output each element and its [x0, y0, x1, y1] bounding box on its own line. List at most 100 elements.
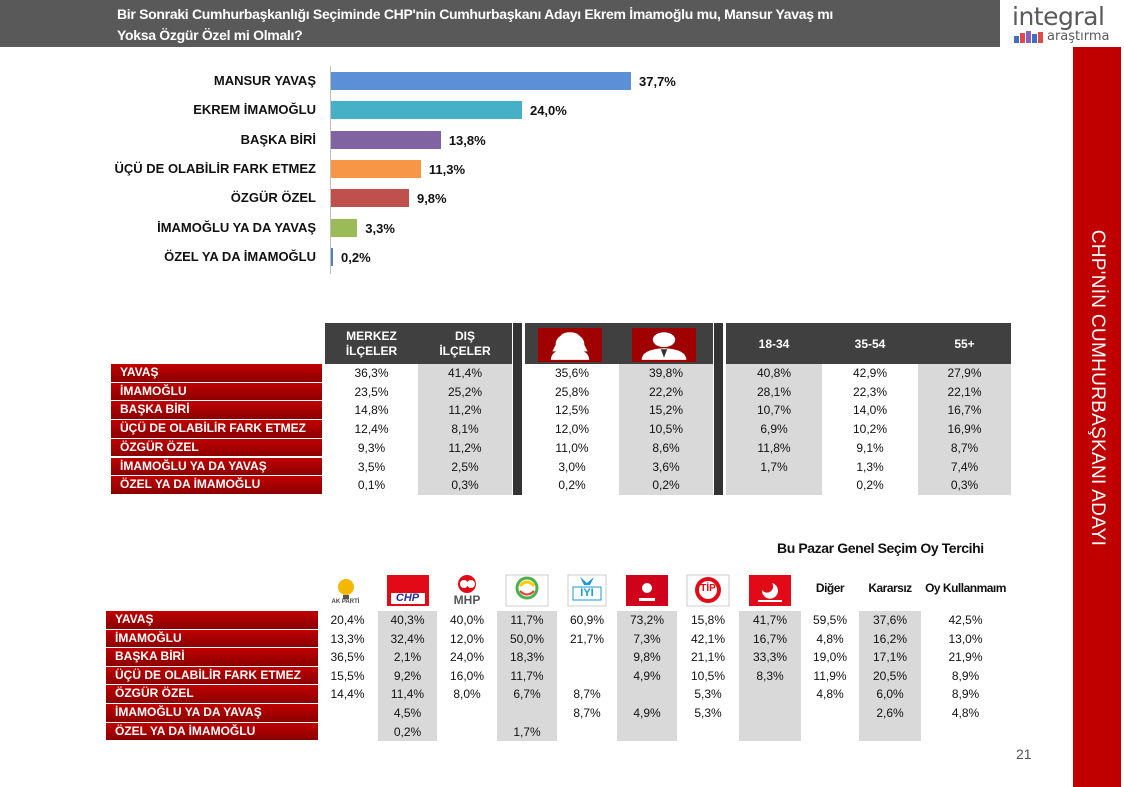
table1-cell: 10,7% [756, 403, 792, 418]
table2-cell [617, 685, 677, 703]
table2-header-label: Oy Kullanmaım [925, 581, 1006, 595]
table2-cell: 0,2% [393, 724, 422, 739]
table1-cell: 0,1% [357, 478, 386, 493]
table2-cell: 2,1% [393, 650, 422, 665]
table2-header-label: Kararsız [868, 581, 912, 595]
table2-cell: 20,5% [872, 668, 908, 683]
table2-cell: 4,8% [816, 631, 844, 646]
table2-cell: 4,9% [633, 706, 661, 720]
table2-cell: 18,3% [509, 650, 545, 665]
table2-cell: 16,7% [752, 631, 788, 646]
table2-cell: 11,4% [390, 687, 425, 702]
table1-header-cell [726, 323, 822, 364]
table1-header-text: MERKEZ [346, 329, 397, 343]
logo-subtitle: araştırma [1047, 29, 1110, 44]
table2-cell: 50,0% [509, 631, 545, 646]
table1-cell: 0,2% [856, 478, 884, 493]
male-icon [632, 328, 696, 362]
party-table-heading: Bu Pazar Genel Seçim Oy Tercihi [777, 540, 984, 556]
table1-cell: 11,0% [555, 440, 589, 455]
table2-cell [557, 648, 617, 666]
table1-header-text: İLÇELER [439, 344, 491, 358]
table2-cell: 6,7% [513, 687, 541, 702]
table2-cell: 11,7% [510, 613, 544, 627]
table2-cell [320, 723, 375, 741]
table2-cell: 21,7% [569, 631, 605, 646]
table1-cell: 15,2% [648, 403, 684, 418]
table2-cell: 9,2% [393, 668, 422, 683]
bar-label: ÖZGÜR ÖZEL [230, 190, 316, 206]
table2-cell: 9,8% [633, 650, 661, 665]
table2-column-bg [557, 611, 617, 742]
table2-cell: 41,7% [752, 613, 788, 627]
table1-divider [714, 323, 723, 495]
iyi-logo-icon: İYİ [567, 574, 607, 607]
table1-row-label: BAŞKA BİRİ [111, 401, 322, 420]
table1-header-text: 35-54 [854, 337, 886, 351]
table2-cell: 60,9% [569, 613, 605, 627]
table2-cell: 73,2% [629, 613, 665, 627]
table1-cell: 36,3% [354, 366, 389, 380]
table2-cell: 36,5% [330, 650, 365, 665]
table1-cell: 27,9% [947, 366, 982, 380]
table1-cell: 23,5% [354, 384, 389, 399]
table2-cell [437, 723, 497, 741]
table2-cell [557, 667, 617, 685]
bar-chart-axis [330, 66, 331, 274]
table1-cell: 12,0% [554, 422, 590, 437]
title-bar [0, 0, 1000, 47]
table1-cell: 22,1% [947, 384, 982, 399]
table1-header-cell [325, 323, 418, 364]
table2-row-label: ÖZGÜR ÖZEL [106, 685, 318, 703]
bar [331, 218, 358, 237]
table2-cell [437, 704, 497, 722]
table1-divider [513, 323, 522, 495]
akp-logo-text: AK PARTİ [331, 599, 360, 605]
bar [331, 101, 522, 120]
table2-cell: 15,8% [690, 613, 726, 627]
bar-value-label: 24,0% [529, 103, 567, 119]
table1-header-label: DIŞ İLÇELER [418, 329, 512, 359]
table1-cell: 11,8% [757, 440, 791, 455]
table1-cell: 8,1% [451, 422, 479, 437]
table1-header-text: DIŞ [454, 329, 475, 343]
bar-value-label: 3,3% [365, 220, 395, 236]
table1-cell: 1,3% [856, 459, 884, 474]
table2-cell: 10,5% [690, 668, 726, 683]
table1-row-label: ÖZGÜR ÖZEL [111, 438, 322, 457]
table2-row-label: İMAMOĞLU YA DA YAVAŞ [106, 704, 318, 722]
table2-cell: 4,9% [633, 668, 661, 683]
side-title: CHP'NİN CUMHURBAŞKANI ADAYI [1087, 229, 1108, 547]
table1-cell: 7,4% [950, 459, 979, 474]
bar-value-label: 11,3% [428, 161, 466, 177]
table2-cell: 7,3% [633, 631, 661, 646]
table2-cell: 8,7% [573, 706, 601, 720]
table1-header-label: MERKEZ İLÇELER [325, 329, 418, 359]
table1-cell: 16,7% [947, 403, 982, 418]
table2-row-label: YAVAŞ [106, 611, 318, 629]
table2-row-label: İMAMOĞLU [106, 629, 318, 648]
table2-cell [801, 723, 859, 741]
table2-cell: 8,9% [951, 668, 980, 683]
mhp-logo-text: MHP [453, 593, 481, 607]
table1-cell: 28,1% [756, 384, 792, 399]
table1-cell: 14,8% [354, 403, 389, 418]
integral-logo: integral araştırma [1010, 2, 1120, 46]
table2-cell: 13,0% [948, 631, 983, 646]
table2-cell: 42,1% [690, 631, 726, 646]
table2-cell [921, 723, 1010, 741]
table2-cell [497, 704, 557, 722]
bar-label: BAŞKA BİRİ [240, 131, 316, 147]
table2-column-bg [739, 611, 801, 742]
table1-column-bg [822, 364, 918, 495]
yeniden-refah-logo-icon [748, 574, 792, 607]
table2-row-label: ÖZEL YA DA İMAMOĞLU [106, 722, 318, 741]
table1-cell: 3,6% [652, 459, 680, 474]
table1-cell: 41,4% [447, 366, 483, 380]
table1-cell: 11,2% [448, 403, 482, 418]
chp-logo-text: CHP [395, 592, 420, 604]
bar [331, 159, 421, 178]
table2-cell [617, 723, 677, 741]
table2-cell: 15,5% [330, 668, 365, 683]
table1-header-text: 18-34 [758, 337, 790, 351]
